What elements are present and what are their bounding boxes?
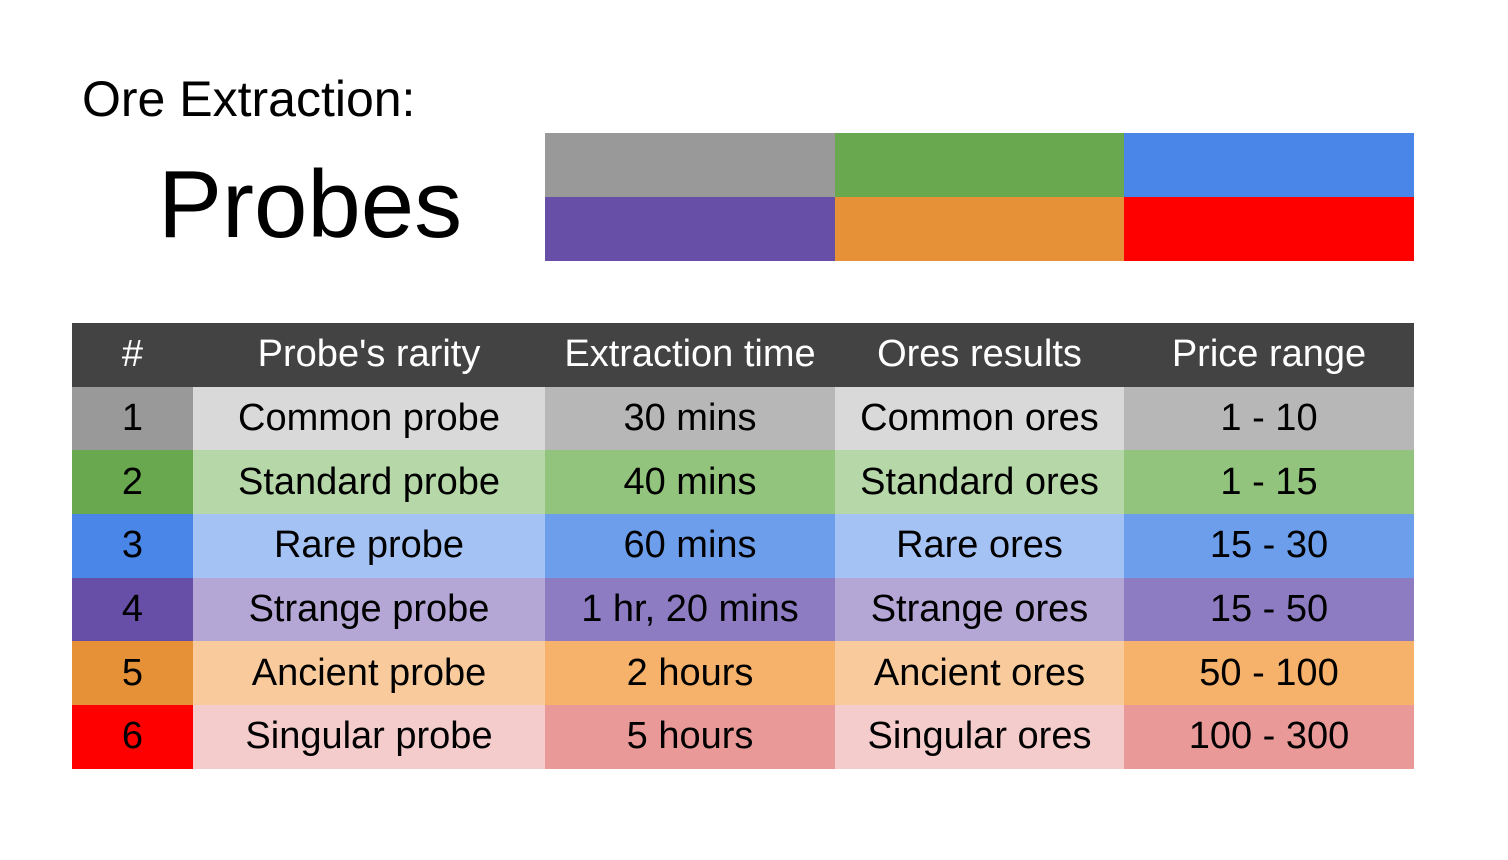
color-legend [545,133,1414,261]
swatch-green [835,133,1124,197]
cell-ores: Rare ores [835,514,1124,578]
cell-rarity: Singular probe [193,705,545,769]
cell-time: 30 mins [545,386,835,451]
cell-ores: Common ores [835,386,1124,451]
title: Ore Extraction: [82,71,416,127]
header-price: Price range [1124,323,1414,387]
cell-price: 15 - 50 [1124,577,1414,642]
cell-ores: Strange ores [835,577,1124,642]
swatch-red [1124,197,1414,261]
cell-ores: Ancient ores [835,641,1124,706]
table-row: 6 Singular probe 5 hours Singular ores 100 -… [72,705,1414,769]
cell-number: 1 [72,386,193,451]
cell-price: 15 - 30 [1124,514,1414,578]
cell-price: 50 - 100 [1124,641,1414,706]
cell-number: 5 [72,641,193,706]
table-row: 3 Rare probe 60 mins Rare ores 15 - 30 [72,514,1414,578]
cell-number: 4 [72,577,193,642]
cell-rarity: Common probe [193,386,545,451]
cell-price: 1 - 15 [1124,450,1414,515]
table-row: 1 Common probe 30 mins Common ores 1 - 10 [72,386,1414,451]
cell-time: 40 mins [545,450,835,515]
header-ores: Ores results [835,323,1124,387]
swatch-blue [1124,133,1414,197]
header-rarity: Probe's rarity [193,323,545,387]
table-header: # Probe's rarity Extraction time Ores re… [72,323,1414,387]
cell-time: 1 hr, 20 mins [545,577,835,642]
cell-ores: Singular ores [835,705,1124,769]
cell-price: 1 - 10 [1124,386,1414,451]
header-number: # [72,323,193,387]
table-row: 2 Standard probe 40 mins Standard ores 1 - 1… [72,450,1414,515]
swatch-gray [545,133,835,197]
cell-time: 5 hours [545,705,835,769]
swatch-purple [545,197,835,261]
table-row: 5 Ancient probe 2 hours Ancient ores 50 - 10… [72,641,1414,706]
cell-number: 6 [72,705,193,769]
cell-rarity: Standard probe [193,450,545,515]
table-row: 4 Strange probe 1 hr, 20 mins Strange ores 1… [72,577,1414,642]
cell-time: 2 hours [545,641,835,706]
cell-price: 100 - 300 [1124,705,1414,769]
cell-rarity: Rare probe [193,514,545,578]
cell-number: 2 [72,450,193,515]
cell-number: 3 [72,514,193,578]
cell-rarity: Ancient probe [193,641,545,706]
cell-rarity: Strange probe [193,577,545,642]
swatch-orange [835,197,1124,261]
subtitle: Probes [158,151,463,258]
cell-time: 60 mins [545,514,835,578]
cell-ores: Standard ores [835,450,1124,515]
probes-table: # Probe's rarity Extraction time Ores re… [72,323,1414,769]
header-time: Extraction time [545,323,835,387]
